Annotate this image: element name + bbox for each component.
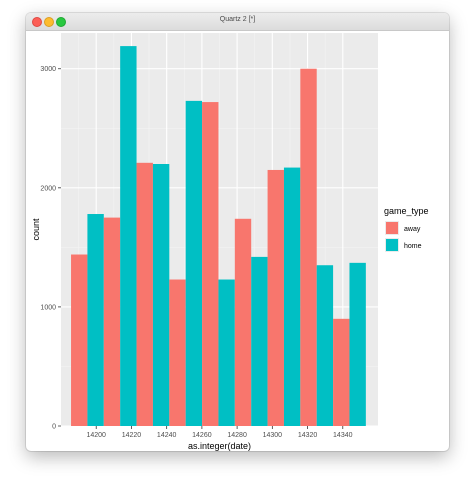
bar-home bbox=[87, 214, 104, 426]
zoom-button[interactable] bbox=[56, 17, 66, 27]
bars bbox=[71, 46, 366, 427]
bar-home bbox=[152, 164, 170, 426]
bar-home bbox=[349, 262, 366, 426]
bar-away bbox=[300, 68, 317, 427]
y-tick-label: 1000 bbox=[40, 304, 56, 311]
x-tick-label: 14220 bbox=[122, 432, 142, 439]
legend-title: game_type bbox=[384, 206, 429, 216]
x-tick-label: 14300 bbox=[263, 432, 283, 439]
legend-key-away bbox=[386, 222, 398, 234]
y-tick-label: 2000 bbox=[40, 185, 56, 192]
x-tick-label: 14240 bbox=[157, 432, 177, 439]
x-tick-label: 14260 bbox=[192, 432, 212, 439]
bar-home bbox=[185, 100, 203, 426]
bar-away bbox=[136, 162, 153, 427]
legend-label-away: away bbox=[404, 226, 421, 233]
x-axis-title: as.integer(date) bbox=[188, 441, 251, 451]
bar-home bbox=[218, 279, 235, 426]
x-tick-label: 14280 bbox=[227, 432, 247, 439]
legend: game_type away home bbox=[384, 206, 429, 252]
x-tick-label: 14320 bbox=[298, 432, 318, 439]
bar-away bbox=[202, 102, 219, 426]
x-axis-ticks: 14200 14220 14240 14260 14280 14300 14320 14340 bbox=[86, 426, 353, 439]
bar-away bbox=[333, 318, 350, 426]
quartz-window: Quartz 2 [*] 0 1000 2000 3000 14200 14220 142… bbox=[26, 13, 449, 451]
bar-away bbox=[103, 217, 121, 426]
bar-away bbox=[169, 279, 186, 426]
legend-key-home bbox=[386, 239, 398, 251]
legend-label-home: home bbox=[404, 243, 422, 250]
bar-home bbox=[251, 256, 268, 426]
bar-home bbox=[316, 265, 334, 426]
close-button[interactable] bbox=[32, 17, 42, 27]
bar-away bbox=[71, 254, 88, 426]
y-tick-label: 3000 bbox=[40, 66, 56, 73]
y-axis-ticks: 0 1000 2000 3000 bbox=[40, 66, 61, 431]
bar-away bbox=[234, 218, 252, 426]
title-bar[interactable]: Quartz 2 [*] bbox=[26, 13, 449, 31]
x-tick-label: 14200 bbox=[86, 432, 106, 439]
y-axis-title: count bbox=[31, 218, 41, 241]
x-tick-label: 14340 bbox=[333, 432, 353, 439]
bar-away bbox=[267, 169, 284, 427]
bar-home bbox=[120, 46, 137, 426]
window-title: Quartz 2 [*] bbox=[219, 16, 256, 23]
minimize-button[interactable] bbox=[44, 17, 54, 27]
bar-home bbox=[283, 167, 301, 426]
y-tick-label: 0 bbox=[52, 424, 56, 431]
